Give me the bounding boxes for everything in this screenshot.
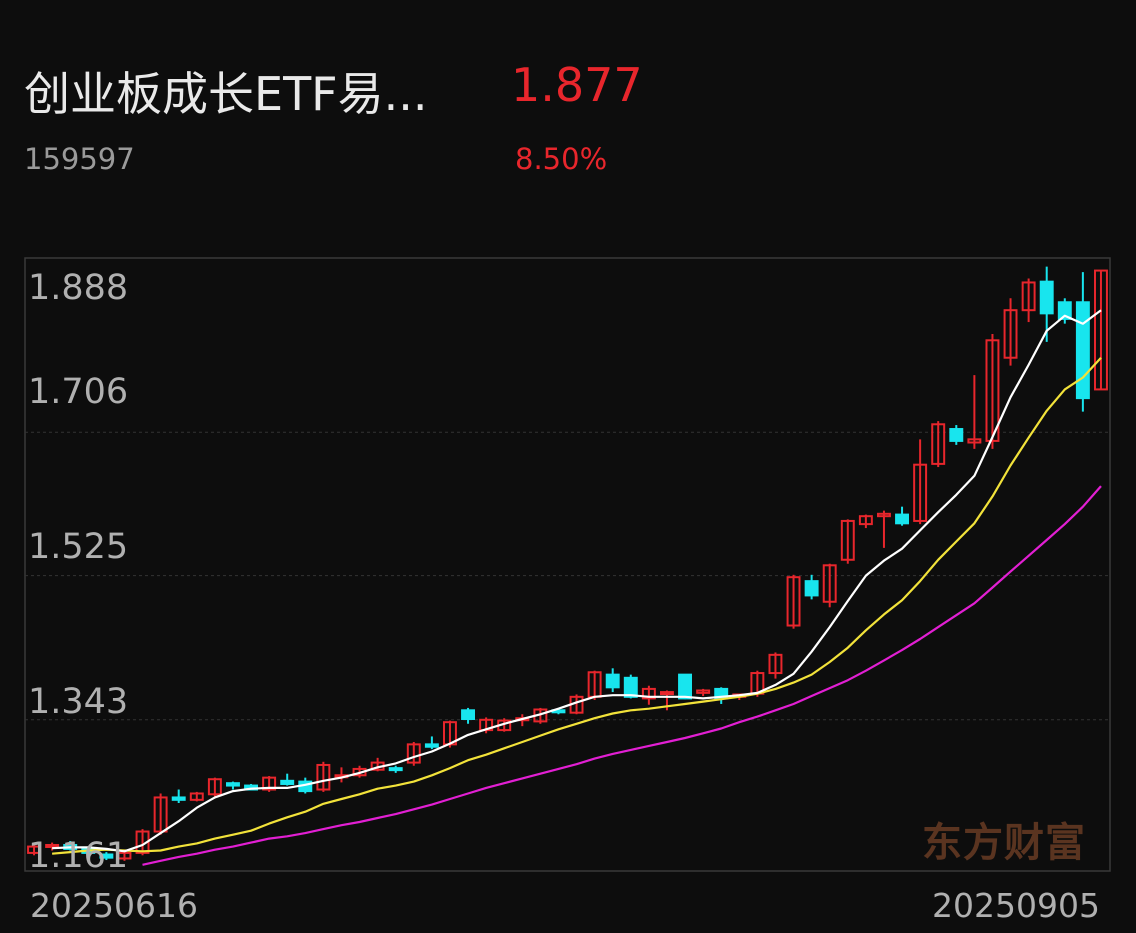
candle-body xyxy=(207,778,222,796)
candle-body xyxy=(225,782,240,787)
candle-body xyxy=(45,843,60,848)
current-price: 1.877 xyxy=(511,58,643,112)
candle-body xyxy=(99,853,114,859)
candle-body xyxy=(1003,309,1018,359)
candle-body xyxy=(768,653,783,675)
candle-body xyxy=(1057,301,1072,320)
candle-body xyxy=(895,513,910,525)
candle-body xyxy=(316,763,331,791)
candle-body xyxy=(913,463,928,522)
candle-body xyxy=(189,792,204,801)
candle-body xyxy=(406,743,421,764)
chart-grid xyxy=(24,257,1111,872)
candle-body xyxy=(840,519,855,561)
candle-body xyxy=(1075,301,1090,400)
candle-body xyxy=(804,580,819,597)
candle-body xyxy=(1093,269,1108,391)
candle-body xyxy=(605,673,620,689)
candle-body xyxy=(27,845,42,854)
candle-body xyxy=(696,689,711,694)
candle-body xyxy=(678,673,693,700)
fund-name: 创业板成长ETF易... xyxy=(24,67,428,121)
candle-body xyxy=(659,691,674,696)
eastmoney-watermark: 东方财富 xyxy=(922,819,1086,866)
candle-body xyxy=(424,743,439,748)
change-percent: 8.50% xyxy=(515,142,608,176)
ma5-line xyxy=(52,309,1102,853)
candle-body xyxy=(623,676,638,698)
candle-body xyxy=(876,512,891,518)
candle-body xyxy=(262,776,277,791)
x-tick-label: 20250905 xyxy=(932,886,1100,925)
y-tick-label: 1.161 xyxy=(28,836,129,876)
candle-body xyxy=(822,564,837,603)
candle-body xyxy=(858,515,873,526)
ma10-line xyxy=(52,356,1102,855)
moving-averages xyxy=(52,309,1102,866)
candle-body xyxy=(786,576,801,627)
plot-frame xyxy=(24,257,1111,872)
x-tick-label: 20250616 xyxy=(30,886,198,925)
candle-body xyxy=(388,767,403,772)
candle-body xyxy=(1039,280,1054,315)
y-tick-label: 1.525 xyxy=(28,527,129,567)
candle-body xyxy=(153,796,168,833)
candle-body xyxy=(280,779,295,785)
y-tick-label: 1.343 xyxy=(28,682,129,722)
candle-body xyxy=(985,339,1000,442)
candle-body xyxy=(931,423,946,465)
y-tick-label: 1.706 xyxy=(28,372,129,412)
candle-body xyxy=(949,428,964,442)
candle-body xyxy=(641,687,656,700)
ma20-line xyxy=(142,485,1102,866)
candle-body xyxy=(171,796,186,801)
y-tick-label: 1.888 xyxy=(28,268,129,308)
fund-code: 159597 xyxy=(24,142,135,176)
candle-body xyxy=(461,709,476,721)
candles xyxy=(27,266,1108,861)
candle-body xyxy=(117,851,132,860)
candle-body xyxy=(967,438,982,444)
candle-body xyxy=(1021,281,1036,312)
